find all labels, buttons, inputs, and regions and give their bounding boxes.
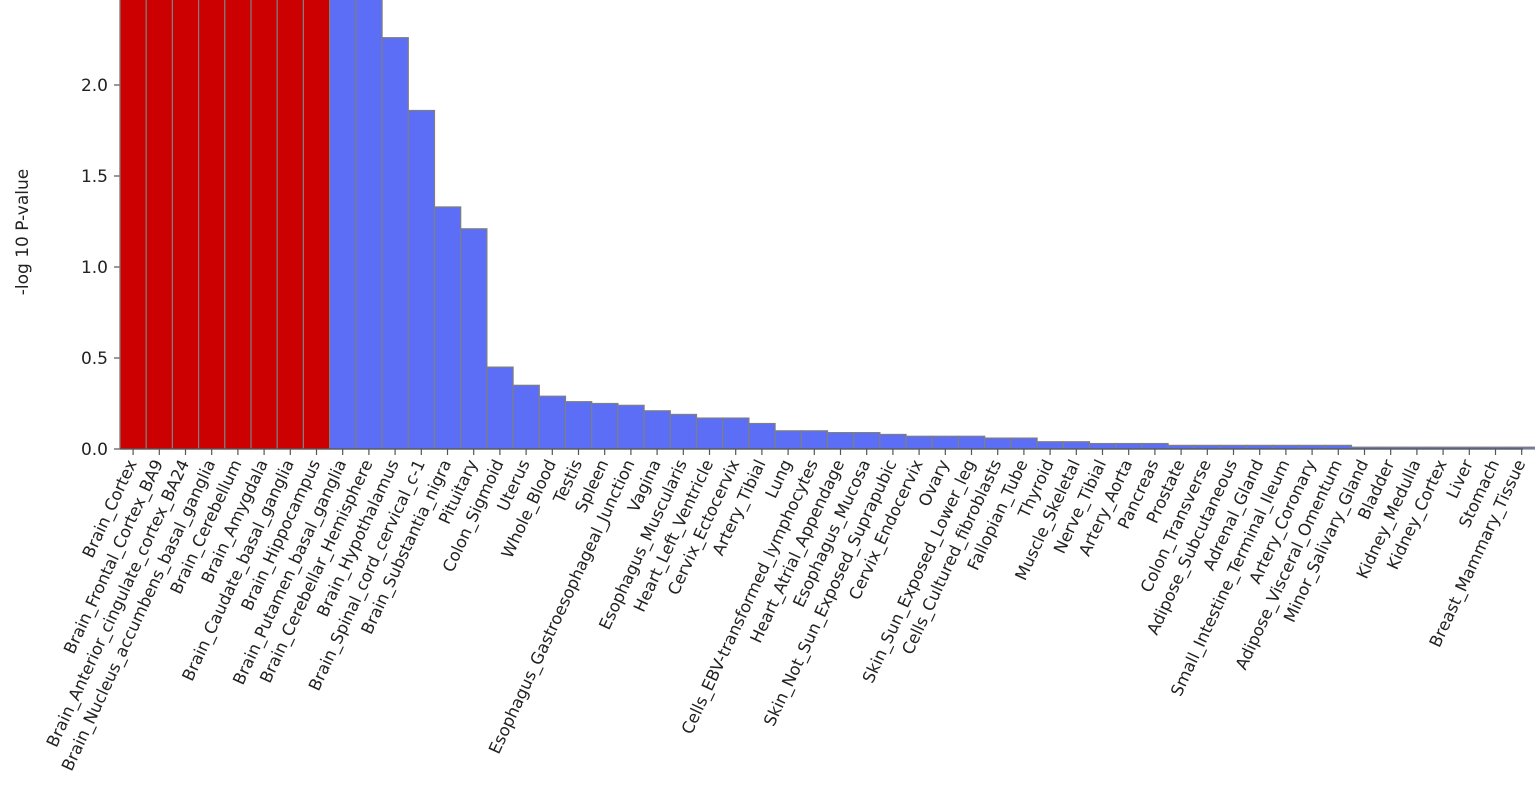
y-tick-label: 2.5 — [81, 0, 108, 5]
bar-pancreas — [1141, 442, 1169, 450]
bar-brain-nucleus-accumbens-basal-ganglia — [198, 0, 226, 450]
bars — [119, 0, 1535, 450]
bar-brain-amygdala — [250, 0, 278, 450]
bar-skin-sun-exposed-lower-leg — [957, 435, 986, 450]
bar-uterus — [512, 384, 540, 450]
bar-fallopian-tube — [1010, 437, 1038, 450]
x-axis: Brain_CortexBrain_Frontal_Cortex_BA9Brai… — [43, 448, 1530, 774]
bar-brain-putamen-basal-ganglia — [329, 0, 357, 450]
y-tick-label: 0.0 — [81, 440, 108, 460]
bar-heart-atrial-appendage — [826, 432, 855, 450]
bar-muscle-skeletal — [1062, 441, 1091, 450]
bar-spleen — [590, 402, 619, 450]
bar-artery-tibial — [748, 422, 776, 450]
y-axis-title: -log 10 P-value — [13, 169, 33, 295]
bar-esophagus-mucosa — [852, 432, 881, 450]
bar-artery-aorta — [1114, 442, 1143, 450]
bar-cells-cultured-fibroblasts — [983, 437, 1012, 450]
bar-ovary — [931, 435, 960, 450]
bar-brain-hippocampus — [302, 0, 331, 450]
bar-whole-blood — [538, 395, 567, 450]
bar-cervix-endocervix — [905, 435, 933, 450]
bar-skin-not-sun-exposed-suprapubic — [879, 433, 907, 450]
bar-brain-frontal-cortex-ba9 — [145, 0, 174, 450]
y-tick-label: 0.5 — [81, 349, 108, 369]
bar-lung — [774, 430, 802, 450]
bar-colon-sigmoid — [486, 366, 514, 450]
bar-cervix-ectocervix — [721, 417, 750, 450]
bar-heart-left-ventricle — [695, 417, 724, 450]
bar-esophagus-muscularis — [669, 413, 698, 450]
y-tick-label: 1.5 — [81, 167, 108, 187]
y-axis: 0.00.51.01.52.02.53.03.54.04.5 — [81, 0, 121, 460]
y-tick-label: 1.0 — [81, 258, 108, 278]
bar-pituitary — [460, 228, 488, 450]
bar-vagina — [643, 410, 671, 450]
bar-esophagus-gastroesophageal-junction — [617, 404, 645, 450]
bar-brain-spinal-cord-cervical-c-1 — [407, 109, 436, 450]
bar-brain-caudate-basal-ganglia — [276, 0, 305, 450]
bar-testis — [564, 401, 593, 450]
bar-brain-hypothalamus — [381, 37, 409, 450]
bar-brain-anterior-cingulate-cortex-ba24 — [171, 0, 200, 450]
bar-brain-substantia-nigra — [433, 206, 462, 450]
bar-cells-ebv-transformed-lymphocytes — [800, 430, 829, 450]
bar-nerve-tibial — [1088, 442, 1117, 450]
bar-brain-cerebellum — [224, 0, 252, 450]
bar-brain-cerebellar-hemisphere — [355, 0, 383, 450]
bar-brain-cortex — [119, 0, 147, 450]
bar-thyroid — [1036, 441, 1064, 450]
y-tick-label: 2.0 — [81, 76, 108, 96]
